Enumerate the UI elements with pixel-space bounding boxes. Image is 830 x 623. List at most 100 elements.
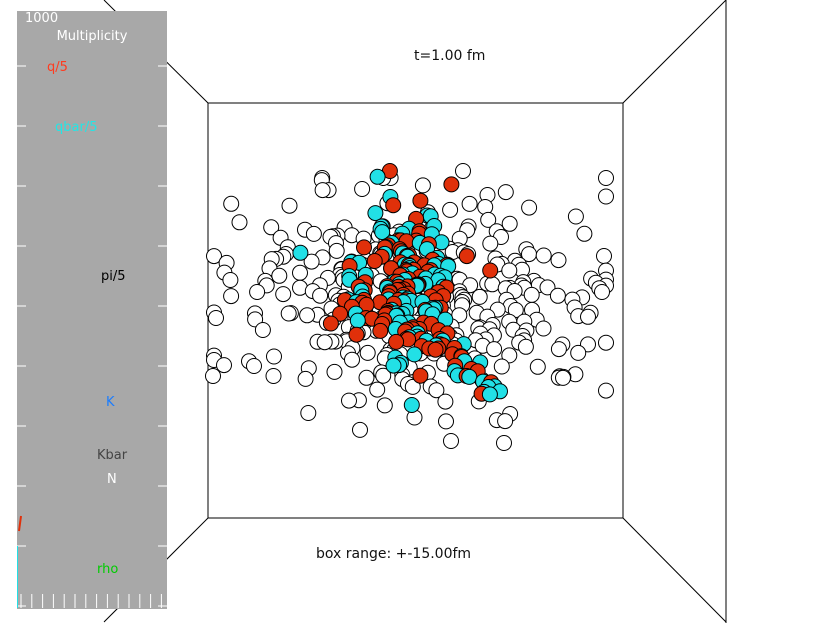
particle-cloud	[205, 163, 614, 451]
hadron-particle	[501, 215, 518, 232]
hadron-particle	[501, 262, 518, 279]
hadron-particle	[223, 195, 240, 212]
hadron-particle	[496, 435, 512, 451]
hadron-particle	[480, 211, 497, 228]
quark-particle	[385, 197, 402, 214]
hadron-particle	[265, 368, 282, 384]
hadron-particle	[254, 322, 271, 338]
quark-particle	[427, 341, 444, 358]
hadron-particle	[598, 334, 614, 351]
hadron-particle	[312, 287, 329, 304]
antiquark-particle	[403, 397, 420, 413]
hadron-particle	[461, 195, 478, 212]
hadron-particle	[305, 225, 322, 242]
antiquark-particle	[349, 312, 366, 329]
quark-particle	[332, 305, 349, 322]
hadron-particle	[442, 201, 459, 218]
hadron-particle	[437, 393, 454, 410]
hadron-particle	[443, 433, 459, 449]
hadron-particle	[208, 310, 224, 326]
antiquark-particle	[481, 386, 498, 403]
hadron-particle	[352, 421, 368, 438]
hadron-particle	[271, 267, 288, 284]
hadron-particle	[344, 351, 360, 368]
hadron-particle	[249, 284, 266, 300]
hadron-particle	[555, 369, 571, 386]
hadron-particle	[275, 286, 292, 303]
hadron-particle	[550, 252, 567, 269]
hadron-particle	[246, 358, 262, 374]
hadron-particle	[292, 264, 308, 281]
hadron-particle	[428, 382, 445, 399]
hadron-particle	[328, 242, 345, 259]
species-label-kbar: Kbar	[97, 448, 128, 463]
hadron-particle	[414, 177, 431, 194]
hadron-particle	[455, 163, 471, 179]
hadron-particle	[263, 219, 280, 236]
hadron-particle	[567, 208, 584, 225]
species-label-q: q/5	[47, 60, 68, 75]
multiplicity-axis	[17, 65, 167, 608]
hadron-particle	[580, 308, 596, 325]
hadron-particle	[539, 279, 556, 296]
antiquark-particle	[292, 244, 309, 261]
multiplicity-title: Multiplicity	[56, 29, 128, 44]
hadron-particle	[594, 284, 610, 300]
quark-particle	[366, 253, 383, 269]
quark-particle	[356, 239, 372, 256]
hadron-particle	[376, 397, 393, 414]
species-label-qbar: qbar/5	[55, 120, 98, 135]
hadron-particle	[497, 184, 514, 201]
hadron-particle	[206, 248, 222, 265]
hadron-particle	[223, 288, 240, 305]
quark-particle	[388, 333, 405, 350]
hadron-particle	[438, 413, 454, 430]
hadron-particle	[316, 334, 333, 351]
hadron-particle	[266, 348, 282, 365]
hadron-particle	[359, 344, 376, 361]
quark-particle	[348, 326, 365, 343]
hadron-particle	[369, 381, 386, 398]
hadron-particle	[341, 392, 357, 409]
species-label-k: K	[106, 395, 115, 410]
quark-particle	[443, 176, 460, 193]
hadron-particle	[484, 276, 501, 293]
hadron-particle	[486, 341, 503, 358]
hadron-particle	[303, 253, 320, 270]
hadron-particle	[297, 370, 314, 387]
multiplicity-max-label: 1000	[25, 11, 59, 26]
antiquark-particle	[461, 368, 478, 385]
hadron-particle	[517, 338, 534, 355]
time-label: t=1.00 fm	[414, 48, 486, 64]
box-edge-top-right	[622, 0, 727, 104]
hadron-particle	[222, 272, 239, 288]
hadron-particle	[535, 247, 552, 264]
box-frame	[103, 0, 727, 623]
hadron-particle	[596, 248, 612, 264]
hadron-particle	[549, 287, 566, 304]
hadron-particle	[205, 368, 221, 384]
antiquark-particle	[374, 224, 391, 241]
species-label-pi: pi/5	[101, 269, 126, 284]
antiquark-particle	[369, 168, 386, 185]
hadron-particle	[280, 305, 297, 322]
antiquark-particle	[367, 205, 384, 222]
hadron-particle	[299, 307, 316, 324]
hadron-particle	[354, 181, 371, 197]
multiplicity-panel: 1000 Multiplicity q/5 qbar/5 pi/5 K Kbar…	[17, 11, 167, 609]
hadron-particle	[375, 367, 392, 384]
hadron-particle	[300, 405, 317, 421]
hadron-particle	[529, 358, 546, 375]
hadron-particle	[314, 182, 331, 199]
hadron-particle	[231, 214, 248, 231]
quark-particle	[412, 192, 429, 209]
hadron-particle	[598, 382, 614, 399]
hadron-particle	[598, 170, 614, 186]
quark-particle	[458, 248, 475, 265]
species-label-rho: rho	[97, 562, 119, 577]
quark-particle	[482, 262, 499, 279]
quark-particle	[372, 322, 389, 339]
hadron-particle	[404, 378, 421, 395]
quark-particle	[322, 315, 339, 332]
